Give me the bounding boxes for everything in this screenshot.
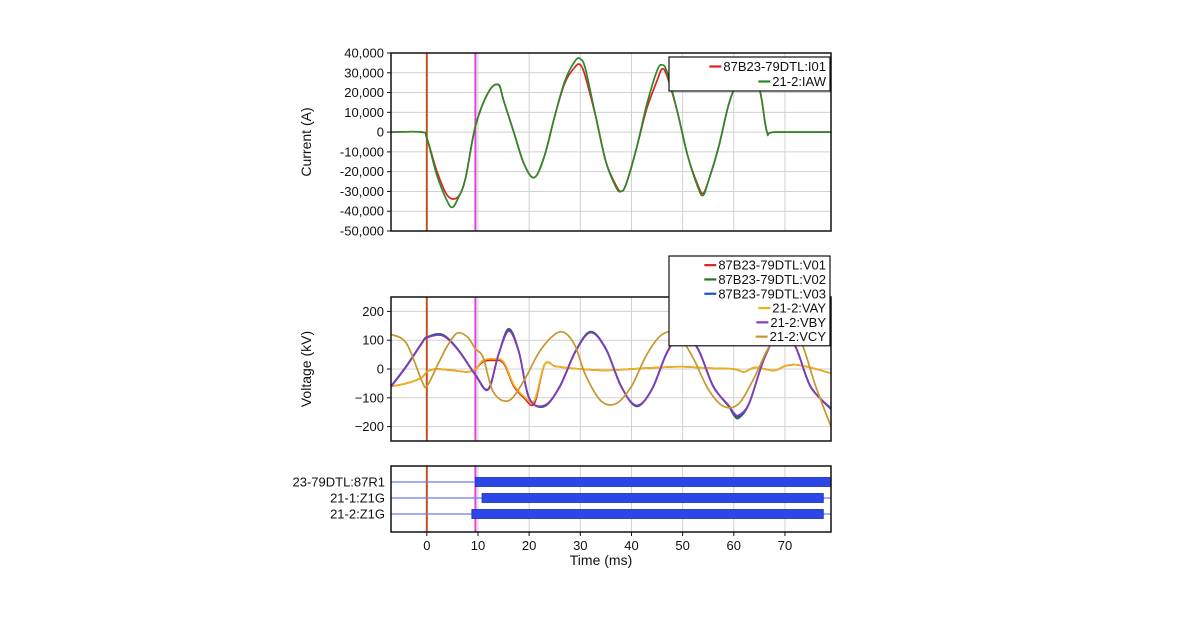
legend-entry-label: 87B23-79DTL:I01 xyxy=(723,59,826,74)
y-tick-label: -40,000 xyxy=(340,204,384,219)
series-line xyxy=(390,359,832,407)
legend-entry-label: 21-2:VAY xyxy=(772,301,826,316)
legend-box xyxy=(668,56,831,92)
time-x-axis-label: Time (ms) xyxy=(570,552,632,568)
x-tick-label: 50 xyxy=(675,538,689,553)
y-tick-label: −100 xyxy=(355,390,384,405)
time-x-ticks: 0 10 20 30 40 50 60 70 xyxy=(423,532,792,553)
y-tick-label: -50,000 xyxy=(340,224,384,239)
series-line xyxy=(390,330,832,417)
current-series xyxy=(390,57,831,209)
current-panel: 40,000 30,000 20,000 10,000 0 -10,000 -20,000 -… xyxy=(298,46,832,239)
y-tick-label: 40,000 xyxy=(344,46,384,61)
y-tick-label: 30,000 xyxy=(344,65,384,80)
x-tick-label: 70 xyxy=(778,538,792,553)
channel-asserted-bar xyxy=(475,477,832,487)
x-tick-label: 30 xyxy=(573,538,587,553)
series-line xyxy=(390,330,832,427)
y-tick-label: -10,000 xyxy=(340,144,384,159)
voltage-legend: 87B23-79DTL:V0187B23-79DTL:V0287B23-79DT… xyxy=(668,255,831,347)
series-line xyxy=(390,357,832,404)
x-tick-label: 10 xyxy=(471,538,485,553)
voltage-y-ticks: 200 100 0 −100 −200 xyxy=(355,304,391,434)
channel-asserted-bar xyxy=(481,493,824,503)
voltage-y-axis-label: Voltage (kV) xyxy=(298,331,314,407)
y-tick-label: 20,000 xyxy=(344,85,384,100)
x-tick-label: 20 xyxy=(522,538,536,553)
current-y-ticks: 40,000 30,000 20,000 10,000 0 -10,000 -20,000 -… xyxy=(340,46,391,239)
channel-label: 21-1:Z1G xyxy=(330,491,385,506)
y-tick-label: 200 xyxy=(362,304,384,319)
x-tick-label: 0 xyxy=(423,538,430,553)
legend-entry-label: 21-2:IAW xyxy=(772,74,826,89)
x-tick-label: 40 xyxy=(624,538,638,553)
legend-entry-label: 87B23-79DTL:V02 xyxy=(718,272,826,287)
legend-entry-label: 87B23-79DTL:V03 xyxy=(718,286,826,301)
y-tick-label: −200 xyxy=(355,419,384,434)
x-tick-label: 60 xyxy=(727,538,741,553)
legend-entry-label: 87B23-79DTL:V01 xyxy=(718,258,826,273)
current-plot-frame xyxy=(390,52,832,232)
voltage-series xyxy=(390,327,832,427)
channel-label: 21-2:Z1G xyxy=(330,507,385,522)
legend-box xyxy=(668,255,831,347)
y-tick-label: 100 xyxy=(362,333,384,348)
voltage-panel: 200 100 0 −100 −200 Voltage (kV) 87B23-79DTL… xyxy=(298,255,832,442)
legend-entry-label: 21-2:VCY xyxy=(770,329,827,344)
y-tick-label: -30,000 xyxy=(340,184,384,199)
legend-entry-label: 21-2:VBY xyxy=(770,315,826,330)
channel-label: 23-79DTL:87R1 xyxy=(293,475,386,490)
y-tick-label: 0 xyxy=(377,362,384,377)
y-tick-label: 10,000 xyxy=(344,105,384,120)
current-y-axis-label: Current (A) xyxy=(298,107,314,176)
digital-plot-frame xyxy=(390,465,832,533)
series-line xyxy=(390,57,831,209)
y-tick-label: 0 xyxy=(377,125,384,140)
y-tick-label: -20,000 xyxy=(340,164,384,179)
channel-asserted-bar xyxy=(471,509,824,519)
current-event-markers xyxy=(425,53,477,231)
digital-event-markers xyxy=(425,466,477,532)
